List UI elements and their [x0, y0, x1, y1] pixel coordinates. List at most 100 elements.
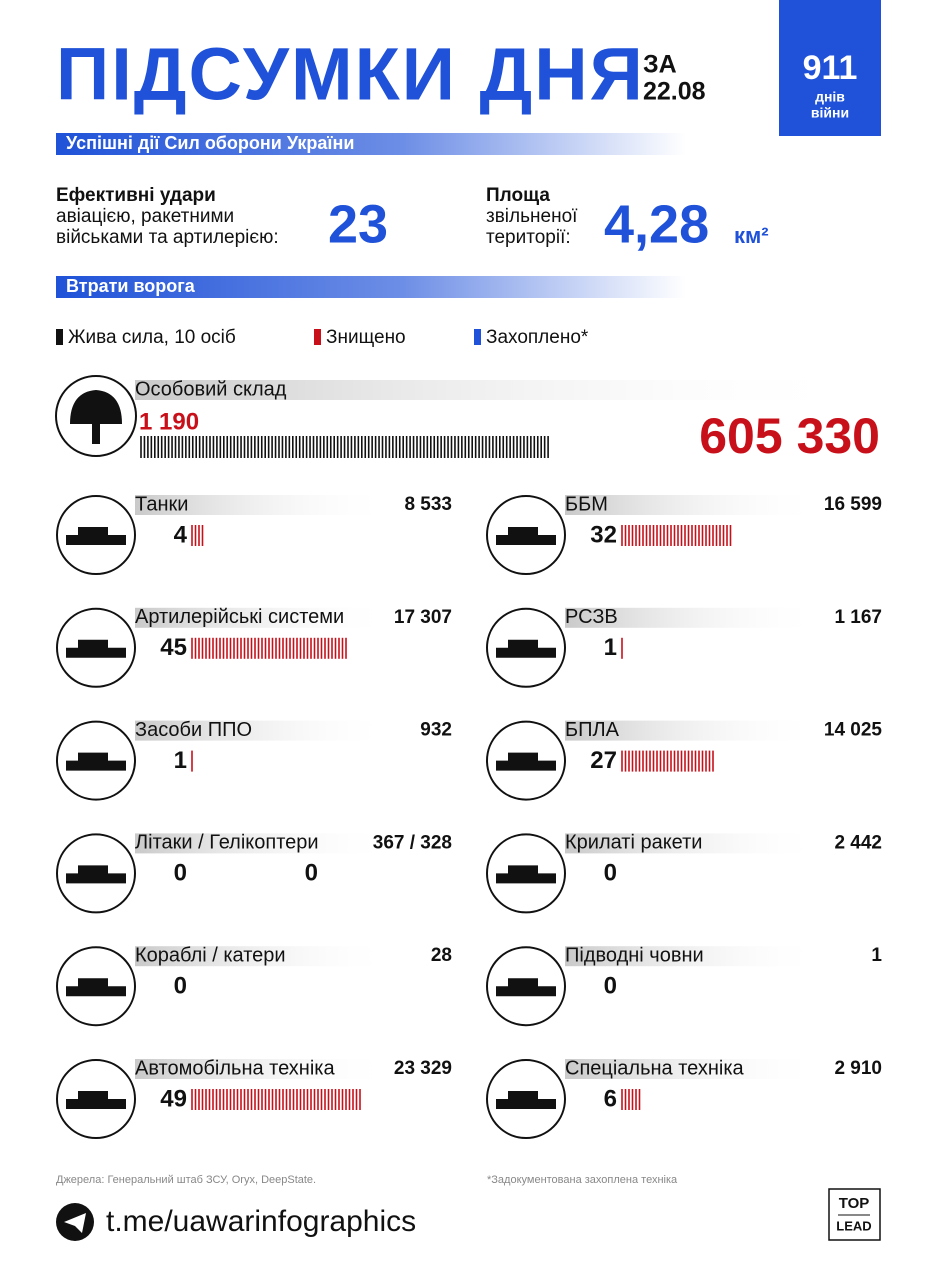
item-label: Літаки / Гелікоптери — [135, 832, 319, 854]
icon-circle — [56, 720, 136, 801]
item-today: 0 — [174, 973, 187, 1000]
item-tally — [191, 1089, 361, 1110]
territory-value: 4,28 — [604, 194, 709, 254]
item-label: РСЗВ — [565, 606, 618, 628]
item-tally — [191, 637, 347, 659]
legend-label: Знищено — [326, 327, 406, 348]
item-today: 45 — [160, 634, 187, 661]
days-label: днів — [815, 89, 845, 105]
item-today: 1 — [174, 747, 187, 774]
label-bar — [565, 607, 822, 628]
item-total: 16 599 — [824, 494, 882, 515]
icon-circle — [486, 833, 566, 914]
label-bar — [565, 833, 822, 854]
item-total: 8 533 — [404, 494, 452, 515]
territory-line: території: — [486, 227, 571, 248]
item-today: 27 — [590, 747, 617, 774]
item-today: 0 — [305, 860, 318, 887]
personnel-label: Особовий склад — [135, 378, 287, 400]
item-today: 0 — [604, 973, 617, 1000]
icon-circle — [486, 720, 566, 801]
icon-circle — [56, 495, 136, 575]
personnel-today: 1 190 — [139, 408, 199, 435]
brand-bottom: LEAD — [836, 1218, 871, 1233]
equipment-icon — [66, 865, 126, 884]
label-bar — [135, 1059, 392, 1079]
item-tally — [621, 750, 714, 772]
date-prefix: ЗА — [643, 51, 677, 79]
equipment-icon — [496, 639, 556, 658]
equipment-icon — [66, 639, 126, 658]
legend-swatch — [56, 329, 63, 345]
icon-circle — [56, 607, 136, 688]
equipment-icon — [496, 978, 556, 997]
item-total: 1 167 — [834, 607, 882, 628]
item-today: 0 — [174, 860, 187, 887]
equipment-icon — [66, 752, 126, 771]
link[interactable]: t.me/uawarinfographics — [106, 1205, 416, 1238]
equipment-icon — [496, 752, 556, 771]
days: 911 — [803, 49, 858, 87]
strikes-title: Ефективні удари — [56, 185, 216, 206]
label-bar — [135, 495, 392, 515]
item-label: Танки — [135, 493, 188, 515]
item-label: Кораблі / катери — [135, 944, 286, 966]
strikes-value: 23 — [328, 194, 388, 254]
label-bar — [135, 380, 860, 400]
item-label: БПЛА — [565, 719, 620, 741]
territory-line: звільненої — [486, 206, 578, 227]
item-total: 367 / 328 — [373, 832, 452, 853]
item-label: Артилерійські системи — [135, 606, 344, 628]
sources: Джерела: Генеральний штаб ЗСУ, Oryx, Dee… — [56, 1174, 316, 1186]
item-total: 14 025 — [824, 720, 883, 741]
item-total: 2 442 — [834, 832, 882, 853]
item-label: Крилаті ракети — [565, 832, 702, 854]
item-label: Засоби ППО — [135, 719, 252, 741]
legend-swatch — [314, 329, 321, 345]
equipment-icon — [66, 527, 126, 545]
item-label: Підводні човни — [565, 944, 704, 966]
equipment-icon — [496, 1091, 556, 1109]
item-today: 1 — [604, 634, 617, 661]
helmet-icon — [70, 390, 122, 444]
icon-circle — [486, 946, 566, 1027]
strikes-line: військами та артилерією: — [56, 227, 279, 248]
item-label: Спеціальна техніка — [565, 1057, 745, 1079]
days-box — [779, 0, 881, 136]
icon-circle — [55, 375, 137, 457]
brand-top: TOP — [839, 1195, 870, 1212]
item-total: 932 — [420, 720, 452, 741]
icon-circle — [56, 1059, 136, 1139]
equipment-icon — [496, 527, 556, 545]
section-title: Втрати ворога — [66, 276, 196, 296]
item-label: Автомобільна техніка — [135, 1057, 335, 1079]
item-tally — [621, 525, 732, 546]
item-tally — [621, 1089, 641, 1110]
territory-title: Площа — [486, 185, 550, 206]
equipment-icon — [66, 1091, 126, 1109]
personnel-tally — [140, 436, 549, 458]
item-today: 6 — [604, 1085, 617, 1112]
item-label: ББМ — [565, 493, 608, 515]
label-bar — [135, 946, 392, 967]
personnel-total: 605 330 — [699, 408, 880, 464]
label-bar — [135, 720, 392, 741]
legend-swatch — [474, 329, 481, 345]
item-total: 28 — [431, 945, 452, 966]
brand-box — [828, 1188, 881, 1241]
date: 22.08 — [643, 78, 706, 106]
legend-label: Жива сила, 10 осіб — [68, 327, 236, 348]
item-total: 23 329 — [394, 1058, 452, 1079]
icon-circle — [486, 607, 566, 688]
territory-unit: км² — [734, 223, 769, 248]
item-tally — [191, 525, 204, 546]
telegram-plane — [64, 1213, 86, 1233]
item-today: 49 — [160, 1085, 187, 1112]
item-today: 0 — [604, 860, 617, 887]
section-title: Успішні дії Сил оборони України — [66, 133, 354, 153]
label-bar — [565, 1059, 822, 1079]
item-total: 2 910 — [834, 1058, 882, 1079]
item-total: 17 307 — [394, 607, 452, 628]
icon-circle — [56, 833, 136, 914]
